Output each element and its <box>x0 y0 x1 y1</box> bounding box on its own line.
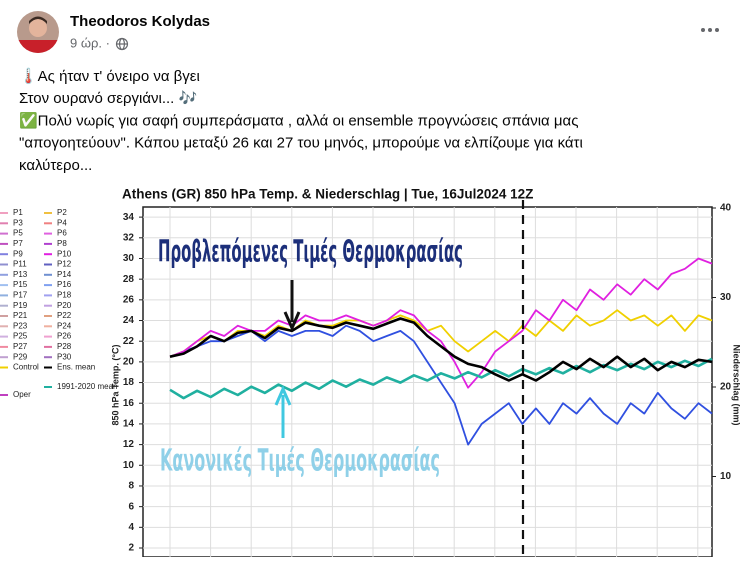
legend-label: 1991-2020 mean <box>57 382 118 391</box>
y-tick-label: 12 <box>123 439 135 450</box>
series-line <box>169 257 713 389</box>
legend-label: P24 <box>57 321 72 330</box>
legend-label: Ens. mean <box>57 363 95 372</box>
y-tick-label: 34 <box>123 212 135 223</box>
legend-label: P22 <box>57 311 72 320</box>
legend-label: P30 <box>57 352 72 361</box>
legend-label: P2 <box>57 208 67 217</box>
legend-label: P20 <box>57 301 72 310</box>
legend-label: P23 <box>13 321 28 330</box>
legend-label: P4 <box>57 218 67 227</box>
legend-label: P12 <box>57 260 72 269</box>
legend-label: P18 <box>57 291 72 300</box>
legend-label: P28 <box>57 342 72 351</box>
legend-label: P5 <box>13 229 23 238</box>
legend-label: P8 <box>57 239 67 248</box>
legend-label: P9 <box>13 249 23 258</box>
legend-label: P6 <box>57 229 67 238</box>
annotation-normal: Κανονικές Τιμές Θερμοκρασίας <box>160 444 440 479</box>
y2-axis-label: Niederschlag (mm) <box>732 344 741 425</box>
series-line <box>169 324 713 446</box>
y2-tick-label: 40 <box>720 203 732 214</box>
legend-label: P15 <box>13 280 28 289</box>
y-tick-label: 26 <box>123 294 135 305</box>
legend-label: P16 <box>57 280 72 289</box>
legend-label: P14 <box>57 270 72 279</box>
legend-label: P17 <box>13 291 28 300</box>
y-tick-label: 30 <box>123 253 135 264</box>
post-line: καλύτερο... <box>19 157 92 174</box>
annotation-forecast: Προβλεπόμενες Τιμές Θερμοκρασίας <box>158 235 463 270</box>
legend-label: P27 <box>13 342 28 351</box>
series-line <box>169 357 713 400</box>
y2-tick-label: 30 <box>720 292 732 303</box>
legend-label: P1 <box>13 208 23 217</box>
y2-tick-label: 10 <box>720 471 732 482</box>
y-tick-label: 4 <box>128 522 134 533</box>
more-button[interactable] <box>701 28 719 32</box>
post-line: "απογοητεύουν". Κάπου μεταξύ 26 και 27 τ… <box>19 135 583 152</box>
chart-title: Athens (GR) 850 hPa Temp. & Niederschlag… <box>122 187 533 202</box>
author[interactable]: Theodoros Kolydas <box>70 13 210 30</box>
y-tick-label: 32 <box>123 232 135 243</box>
y2-tick-label: 20 <box>720 382 732 393</box>
legend-label: Control <box>13 363 39 372</box>
legend-label: P26 <box>57 332 72 341</box>
annotation-arrow <box>283 280 301 332</box>
post-line: ✅Πολύ νωρίς για σαφή συμπεράσματα , αλλά… <box>19 111 578 129</box>
post-text: 🌡️Ας ήταν τ' όνειρο να βγει Στον ουρανό σ… <box>19 67 583 174</box>
legend-label: P7 <box>13 239 23 248</box>
y-tick-label: 8 <box>128 481 134 492</box>
y-axis-label: 850 hPa Temp. (°C) <box>110 345 120 426</box>
y-tick-label: 14 <box>123 419 135 430</box>
legend-label: P13 <box>13 270 28 279</box>
legend-label: P19 <box>13 301 28 310</box>
y-tick-label: 6 <box>128 501 134 512</box>
legend-label: P29 <box>13 352 28 361</box>
y-tick-label: 28 <box>123 274 135 285</box>
y-tick-label: 10 <box>123 460 135 471</box>
series-line <box>169 317 713 382</box>
y-tick-label: 22 <box>123 336 135 347</box>
timestamp[interactable]: 9 ώρ. · <box>70 35 110 50</box>
y-tick-label: 16 <box>123 398 135 409</box>
y-tick-label: 18 <box>123 377 135 388</box>
post-line: Στον ουρανό σεργιάνι... 🎶 <box>19 89 197 107</box>
avatar[interactable] <box>17 11 59 54</box>
legend-label: P11 <box>13 260 27 269</box>
annotation-arrow <box>274 385 292 438</box>
legend-label: P21 <box>13 311 28 320</box>
legend-label: P25 <box>13 332 28 341</box>
legend-label: P3 <box>13 218 23 227</box>
chart-image[interactable]: Athens (GR) 850 hPa Temp. & Niederschlag… <box>0 185 741 558</box>
y-tick-label: 24 <box>123 315 135 326</box>
legend-label: P10 <box>57 249 72 258</box>
legend-label: Oper <box>13 390 31 399</box>
globe-icon <box>115 37 129 51</box>
y-tick-label: 2 <box>128 543 134 554</box>
y-tick-label: 20 <box>123 357 135 368</box>
post-line: 🌡️Ας ήταν τ' όνειρο να βγει <box>19 67 200 85</box>
